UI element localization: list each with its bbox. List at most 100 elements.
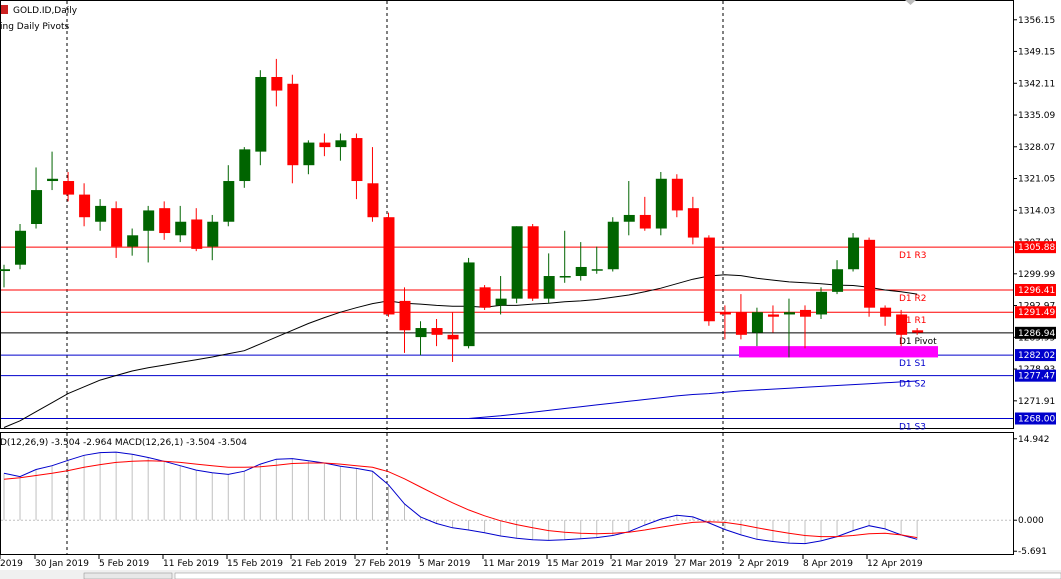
pivot-price-box (1015, 349, 1056, 362)
moving-average-line (3, 274, 918, 428)
price-tick-label: 1342.11 (1018, 79, 1055, 89)
pivot-level-label: D1 R3 (899, 251, 927, 261)
time-tick-label: 21 Feb 2019 (291, 559, 347, 569)
candle-body (303, 142, 315, 166)
candle-body (79, 194, 91, 218)
pivot-level-label: D1 Pivot (899, 337, 937, 347)
candle-body (207, 221, 219, 247)
pivot-price-label: 1268.00 (1018, 415, 1055, 425)
candle-body (527, 226, 539, 299)
price-tick-label: 1299.99 (1018, 270, 1055, 280)
candle-body (703, 237, 715, 322)
candle-body (415, 328, 427, 338)
candle-body (479, 287, 491, 308)
macd-tick-label: 14.942 (1018, 435, 1050, 445)
candle-body (880, 307, 892, 317)
scrollbar-tab-2[interactable] (174, 572, 1061, 579)
candle-body (463, 262, 475, 347)
scrollbar-tab-1[interactable] (83, 572, 173, 579)
candle-body (559, 276, 571, 278)
candle-body (127, 235, 139, 247)
macd-signal-line (3, 460, 918, 539)
time-tick-label: 30 Jan 2019 (35, 559, 89, 569)
candle-body (335, 140, 347, 148)
indicator-label: ing Daily Pivots (0, 22, 70, 32)
candle-body (896, 314, 908, 335)
time-tick-label: 15 Mar 2019 (547, 559, 604, 569)
time-tick-label: 2 Apr 2019 (739, 559, 789, 569)
pivot-level-label: D1 R1 (899, 316, 927, 326)
price-tick-label: 1335.09 (1018, 111, 1055, 121)
time-tick-label: 21 Mar 2019 (611, 559, 668, 569)
pivot-price-box (1015, 283, 1056, 296)
candle-body (191, 219, 203, 249)
price-tick-label: 1314.03 (1018, 206, 1055, 216)
time-tick-label: 11 Mar 2019 (483, 559, 540, 569)
price-tick-label: 1328.07 (1018, 143, 1055, 153)
pivot-level-label: D1 S1 (899, 359, 926, 369)
candle-body (287, 83, 299, 166)
candle-body (175, 221, 187, 236)
pivot-price-box (1015, 306, 1056, 319)
candle-body (832, 269, 844, 292)
pivot-price-box (1015, 369, 1056, 382)
candle-body (751, 312, 763, 333)
pivot-level-label: D1 S3 (899, 423, 926, 433)
candle-body (639, 214, 651, 229)
time-tick-label: 8 Apr 2019 (803, 559, 853, 569)
candle-body (239, 149, 251, 182)
chart-menu-icon[interactable] (1, 5, 8, 14)
candle-body (31, 190, 43, 224)
candle-body (47, 178, 59, 182)
candle-body (271, 76, 283, 91)
price-tick-label: 1349.15 (1018, 47, 1055, 57)
time-tick-label: 27 Mar 2019 (675, 559, 732, 569)
macd-tick-label: 0.000 (1018, 516, 1044, 526)
shift-marker-icon[interactable] (905, 0, 916, 5)
time-tick-label: 27 Feb 2019 (355, 559, 411, 569)
candle-body (351, 138, 363, 182)
candle-body (111, 208, 123, 247)
time-tick-label: 2019 (0, 559, 23, 569)
symbol-label: GOLD.ID,Daily (13, 6, 78, 16)
candle-body (95, 205, 107, 222)
long-moving-average-line (468, 380, 918, 419)
price-tick-label: 1321.05 (1018, 175, 1055, 185)
candle-body (431, 328, 443, 335)
pivot-price-label: 1286.94 (1018, 329, 1055, 339)
candle-body (511, 226, 523, 299)
candle-body (800, 309, 811, 317)
price-tick-label: 1356.15 (1018, 16, 1055, 26)
candle-body (143, 210, 155, 231)
candle-body (367, 183, 379, 218)
candle-body (687, 208, 699, 238)
candle-body (543, 276, 555, 299)
price-tick-label: 1271.91 (1018, 397, 1055, 407)
pivot-price-label: 1277.47 (1018, 372, 1055, 382)
candle-body (575, 266, 587, 277)
candle-body (655, 178, 667, 229)
macd-header-label: D(12,26,9) -3.504 -2.964 MACD(12,26,1) -… (0, 438, 247, 448)
candle-body (912, 330, 924, 333)
macd-tick-label: -5.691 (1018, 547, 1047, 557)
candle-body (719, 312, 731, 315)
candle-body (735, 312, 747, 335)
candle-body (319, 142, 331, 148)
candle-body (591, 269, 603, 271)
candle-body (383, 217, 395, 315)
pivot-price-label: 1291.49 (1018, 308, 1055, 318)
candle-body (767, 314, 779, 317)
candle-body (399, 300, 411, 331)
time-tick-label: 15 Feb 2019 (227, 559, 283, 569)
candle-body (864, 239, 876, 308)
time-tick-label: 5 Mar 2019 (419, 559, 471, 569)
candle-body (848, 237, 860, 270)
candle-body (447, 334, 459, 340)
candle-body (783, 312, 795, 315)
candle-body (0, 269, 10, 272)
support-zone-highlight (739, 346, 938, 358)
candle-body (816, 291, 828, 315)
candle-body (159, 208, 171, 234)
time-tick-label: 11 Feb 2019 (163, 559, 219, 569)
